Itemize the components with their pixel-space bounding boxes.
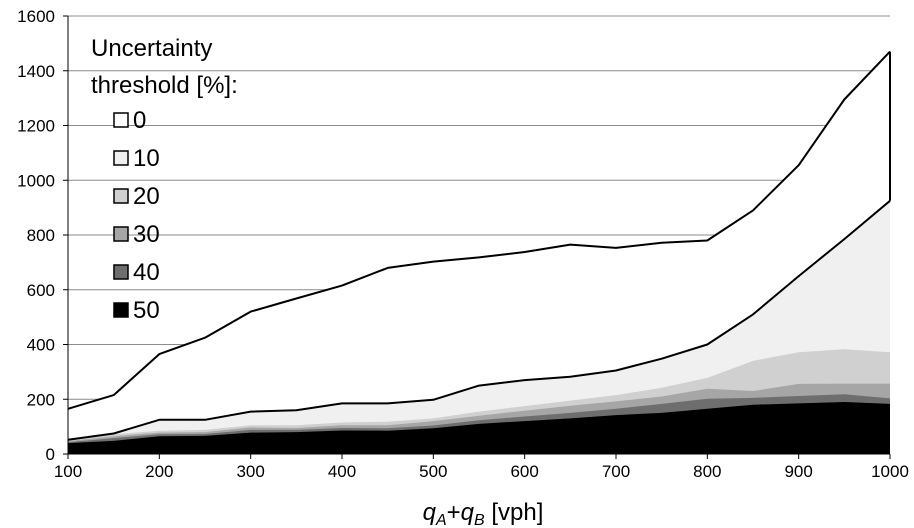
series-line-10 [67, 200, 891, 441]
legend-swatch-30 [113, 226, 129, 242]
area-series-50 [68, 402, 890, 454]
y-tick-label-1600: 1600 [17, 7, 55, 26]
legend-label-40: 40 [133, 259, 160, 286]
x-tick-label-200: 200 [145, 462, 173, 481]
legend-swatch-0 [113, 112, 129, 128]
x-axis-label-plus: + [447, 499, 461, 526]
y-tick-label-400: 400 [27, 336, 55, 355]
x-tick-label-300: 300 [236, 462, 264, 481]
legend-title-line2: threshold [%]: [91, 72, 238, 99]
x-axis-label-sub1: A [435, 512, 447, 528]
x-axis-label-var2: q [461, 499, 475, 526]
axes [63, 15, 891, 459]
x-tick-label-800: 800 [693, 462, 721, 481]
x-tick-label-400: 400 [328, 462, 356, 481]
legend-items: 0 10 20 30 40 50 [113, 107, 160, 324]
legend: Uncertainty threshold [%]: 0 10 20 30 40 50 [91, 35, 238, 324]
y-tick-label-1200: 1200 [17, 117, 55, 136]
y-tick-label-600: 600 [27, 281, 55, 300]
legend-swatch-20 [113, 188, 129, 204]
series-line-0 [67, 50, 891, 410]
legend-label-50: 50 [133, 297, 160, 324]
legend-title-line1: Uncertainty [91, 35, 212, 62]
y-tick-label-1000: 1000 [17, 171, 55, 190]
legend-swatch-40 [113, 264, 129, 280]
y-tick-label-200: 200 [27, 390, 55, 409]
legend-label-30: 30 [133, 221, 160, 248]
x-axis-label-var1: q [423, 499, 437, 526]
x-axis-label-unit: [vph] [485, 499, 544, 526]
area-series [67, 50, 891, 454]
x-tick-label-500: 500 [419, 462, 447, 481]
y-tick-label-1400: 1400 [17, 62, 55, 81]
y-tick-label-800: 800 [27, 226, 55, 245]
x-tick-label-1000: 1000 [871, 462, 909, 481]
legend-swatch-50 [113, 302, 129, 318]
y-tick-label-0: 0 [46, 445, 55, 464]
x-axis-label: qA+qB [vph] [423, 499, 544, 528]
legend-label-0: 0 [133, 107, 146, 134]
legend-label-10: 10 [133, 145, 160, 172]
x-tick-label-100: 100 [54, 462, 82, 481]
x-axis-label-sub2: B [474, 512, 485, 528]
x-tick-label-600: 600 [510, 462, 538, 481]
x-tick-label-900: 900 [784, 462, 812, 481]
x-tick-label-700: 700 [602, 462, 630, 481]
legend-swatch-10 [113, 150, 129, 166]
legend-label-20: 20 [133, 183, 160, 210]
